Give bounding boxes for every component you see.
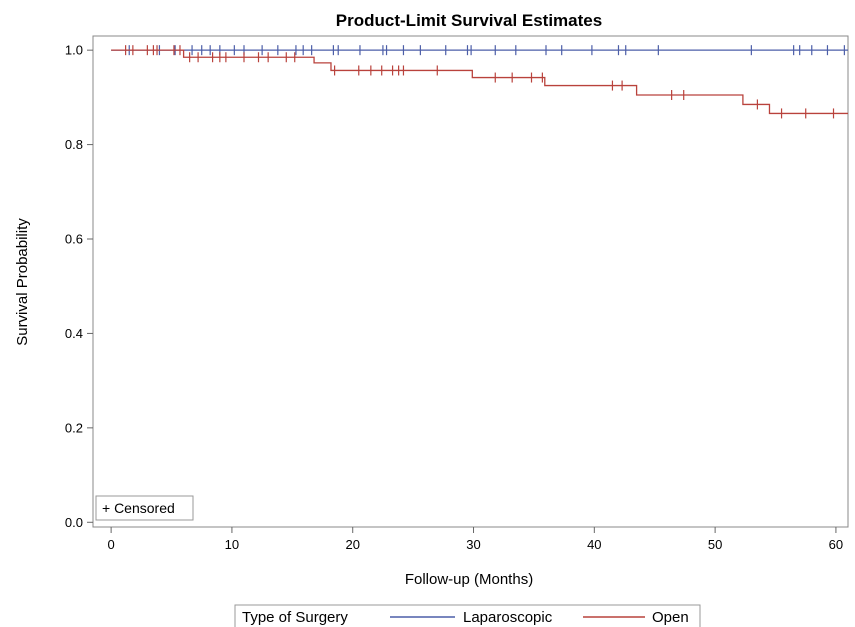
x-tick-label: 60	[829, 537, 843, 552]
y-tick-label: 0.2	[65, 420, 83, 435]
y-tick-label: 0.4	[65, 326, 83, 341]
x-tick-label: 30	[466, 537, 480, 552]
y-tick-label: 0.0	[65, 515, 83, 530]
y-axis: 0.0 0.2 0.4 0.6 0.8 1.0	[65, 43, 93, 530]
x-axis-label: Follow-up (Months)	[405, 571, 533, 588]
x-tick-label: 10	[225, 537, 239, 552]
series-layer	[111, 45, 848, 119]
censored-legend-label: + Censored	[102, 500, 175, 516]
legend: Type of Surgery Laparoscopic Open	[234, 604, 701, 627]
x-tick-label: 0	[108, 537, 115, 552]
legend-box	[234, 604, 701, 627]
x-axis: 0 10 20 30 40 50 60	[108, 527, 843, 552]
y-tick-label: 0.6	[65, 232, 83, 247]
legend-label-open: Open	[652, 609, 689, 626]
y-tick-label: 0.8	[65, 137, 83, 152]
x-tick-label: 20	[345, 537, 359, 552]
y-tick-label: 1.0	[65, 43, 83, 58]
legend-label-laparoscopic: Laparoscopic	[463, 609, 553, 626]
plot-area	[92, 35, 849, 528]
series-line-open	[111, 49, 848, 115]
x-tick-label: 40	[587, 537, 601, 552]
x-tick-label: 50	[708, 537, 722, 552]
chart-title: Product-Limit Survival Estimates	[336, 11, 602, 30]
y-axis-label: Survival Probability	[14, 218, 31, 346]
censored-legend: + Censored	[95, 495, 194, 521]
legend-title: Type of Surgery	[242, 609, 348, 626]
censored-legend-box	[95, 495, 194, 521]
